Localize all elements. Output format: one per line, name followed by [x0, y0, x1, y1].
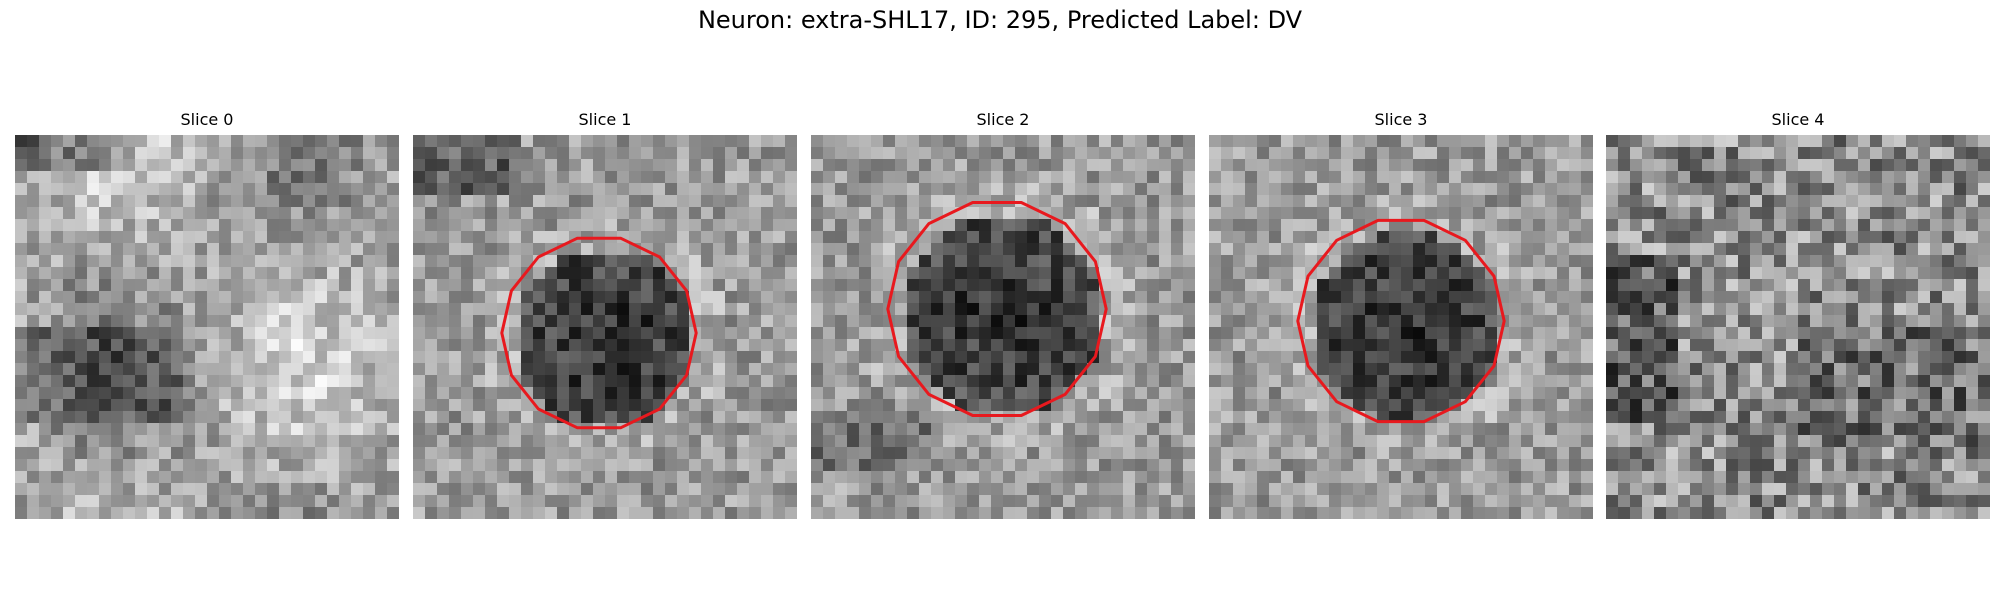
slice-image [1606, 135, 1990, 519]
neuron-contour [500, 236, 698, 430]
slice-image [413, 135, 797, 519]
slice-title: Slice 2 [976, 110, 1030, 129]
neuron-contour [886, 201, 1108, 417]
slice-image [15, 135, 399, 519]
slice-image [1209, 135, 1593, 519]
slice-image [811, 135, 1195, 519]
slice-title: Slice 1 [578, 110, 632, 129]
slice-title: Slice 3 [1374, 110, 1428, 129]
slice-title: Slice 4 [1771, 110, 1825, 129]
neuron-contour [1296, 218, 1506, 424]
slice-title: Slice 0 [180, 110, 234, 129]
figure-title: Neuron: extra-SHL17, ID: 295, Predicted … [697, 6, 1303, 34]
